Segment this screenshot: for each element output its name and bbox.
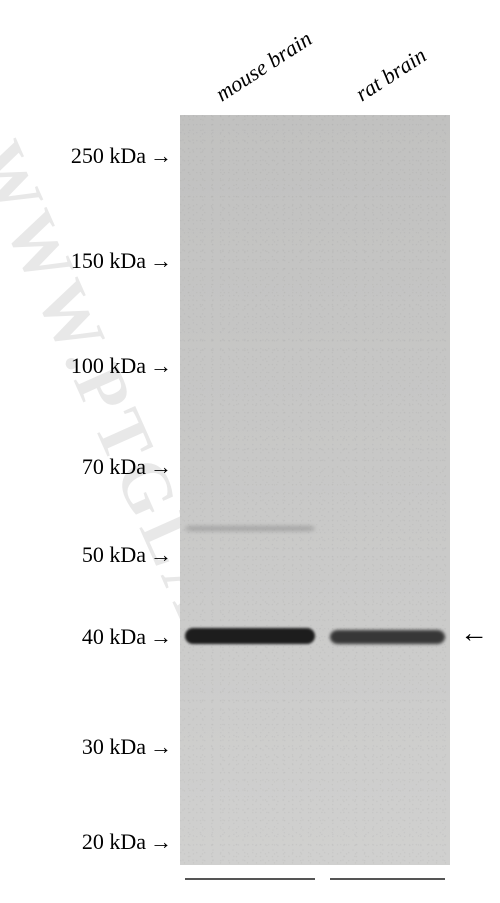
figure-container: WWW.PTGLAB.COM mouse brain rat brain 250…	[0, 0, 500, 903]
marker-text: 250 kDa	[71, 143, 146, 168]
lane-underline-0	[185, 878, 315, 880]
band-lane0-faint	[185, 526, 315, 531]
arrow-icon: →	[150, 143, 172, 168]
lane-underline-1	[330, 878, 445, 880]
marker-text: 50 kDa	[82, 542, 146, 567]
blot-grain	[180, 115, 450, 865]
marker-250: 250 kDa→	[71, 143, 172, 169]
marker-50: 50 kDa→	[82, 542, 172, 568]
arrow-icon: →	[150, 353, 172, 378]
lane-label-1: rat brain	[351, 42, 431, 107]
arrow-icon: →	[150, 624, 172, 649]
band-lane1-main	[330, 630, 445, 644]
arrow-icon: →	[150, 829, 172, 854]
marker-text: 30 kDa	[82, 734, 146, 759]
marker-text: 40 kDa	[82, 624, 146, 649]
marker-30: 30 kDa→	[82, 734, 172, 760]
marker-text: 150 kDa	[71, 248, 146, 273]
lane-labels: mouse brain rat brain	[180, 0, 480, 115]
marker-40: 40 kDa→	[82, 624, 172, 650]
marker-150: 150 kDa→	[71, 248, 172, 274]
arrow-icon: →	[150, 734, 172, 759]
lane-label-0: mouse brain	[211, 26, 317, 107]
target-band-arrow-icon: ←	[460, 618, 488, 650]
arrow-icon: →	[150, 248, 172, 273]
marker-70: 70 kDa→	[82, 454, 172, 480]
marker-text: 70 kDa	[82, 454, 146, 479]
blot-membrane	[180, 115, 450, 865]
marker-100: 100 kDa→	[71, 353, 172, 379]
arrow-icon: →	[150, 454, 172, 479]
marker-text: 100 kDa	[71, 353, 146, 378]
band-lane0-main	[185, 628, 315, 644]
arrow-icon: →	[150, 542, 172, 567]
marker-20: 20 kDa→	[82, 829, 172, 855]
marker-text: 20 kDa	[82, 829, 146, 854]
